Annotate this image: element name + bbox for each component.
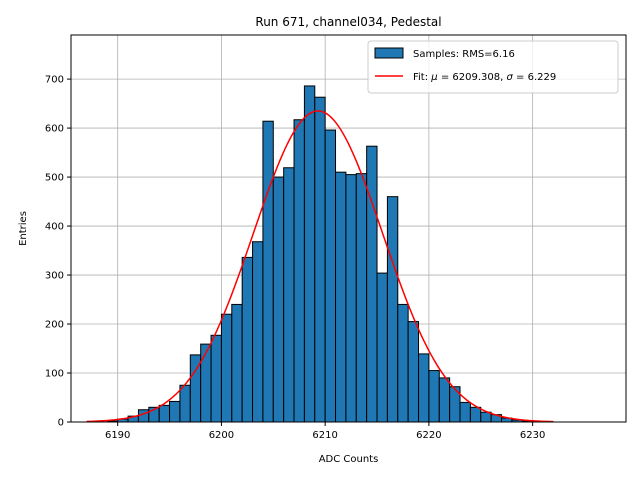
- histogram-bar: [366, 145, 378, 423]
- histogram-bar: [210, 334, 222, 423]
- x-axis-label: ADC Counts: [319, 454, 379, 465]
- legend: Samples: RMS=6.16 Fit: μ = 6209.308, σ =…: [367, 40, 619, 94]
- x-tick-label: 6210: [312, 430, 337, 441]
- y-tick-label: 500: [45, 173, 64, 184]
- x-tick-label: 6220: [416, 430, 441, 441]
- histogram-bar: [376, 272, 388, 423]
- histogram-bar: [324, 129, 337, 423]
- histogram-bar: [169, 400, 181, 423]
- chart-title: Run 671, channel034, Pedestal: [255, 15, 441, 29]
- histogram-bar: [293, 119, 305, 423]
- histogram-bar: [314, 96, 326, 423]
- histogram-bar: [438, 377, 451, 423]
- y-tick-label: 200: [45, 320, 64, 331]
- histogram-bar: [397, 303, 409, 423]
- x-axis-ticks: 6190 6200 6210 6220 6230: [105, 422, 545, 441]
- fit-curve: [86, 110, 554, 423]
- histogram-bar: [231, 303, 243, 423]
- histogram-bar: [179, 384, 191, 423]
- histogram-bar: [272, 176, 285, 423]
- x-tick-label: 6200: [209, 430, 234, 441]
- histogram-bar: [220, 313, 233, 423]
- histogram-bar: [303, 85, 316, 423]
- histogram-bar: [428, 370, 440, 423]
- legend-box: [367, 40, 619, 94]
- x-tick-label: 6230: [520, 430, 545, 441]
- histogram-bars: [106, 85, 534, 423]
- y-tick-label: 0: [58, 418, 64, 429]
- y-axis-label: Entries: [18, 211, 29, 246]
- histogram-bar: [386, 196, 399, 423]
- histogram-bar: [355, 173, 368, 423]
- y-axis-ticks: 0 100 200 300 400 500 600 700: [45, 75, 71, 429]
- histogram-bar: [137, 409, 150, 423]
- y-tick-label: 300: [45, 271, 64, 282]
- x-tick-label: 6190: [105, 430, 130, 441]
- plot-frame: [70, 34, 627, 423]
- histogram-bar: [200, 343, 212, 423]
- histogram-bar: [459, 401, 471, 423]
- histogram-bar: [262, 120, 274, 423]
- histogram-bar: [407, 321, 420, 423]
- y-tick-label: 100: [45, 369, 64, 380]
- histogram-bar: [345, 174, 357, 423]
- histogram-bar: [252, 241, 264, 423]
- histogram-bar: [469, 406, 482, 423]
- histogram-bar: [241, 256, 254, 423]
- histogram-bar: [335, 171, 347, 423]
- histogram-bar: [480, 411, 492, 423]
- y-tick-label: 700: [45, 75, 64, 86]
- y-tick-label: 400: [45, 222, 64, 233]
- legend-histogram-label: Samples: RMS=6.16: [413, 49, 515, 60]
- legend-histogram-swatch: [374, 47, 404, 59]
- histogram-bar: [158, 404, 171, 423]
- histogram-bar: [283, 167, 295, 423]
- y-tick-label: 600: [45, 124, 64, 135]
- histogram-bar: [418, 353, 430, 423]
- legend-fit-label: Fit: μ = 6209.308, σ = 6.229: [413, 72, 556, 83]
